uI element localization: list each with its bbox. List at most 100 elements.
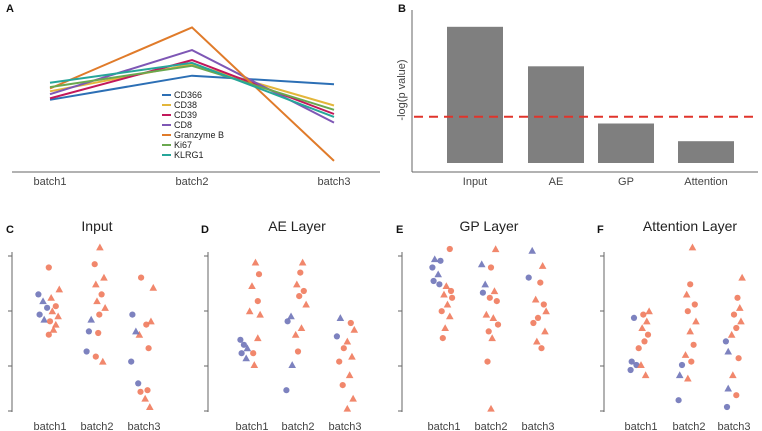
data-point [541,327,549,335]
data-point [490,287,499,295]
data-point [439,335,446,342]
legend-label-3: CD39 [174,110,197,120]
data-point [255,271,263,278]
data-point [489,314,498,321]
legend-label-4: CD8 [174,120,192,130]
data-point [724,384,732,392]
x-tick-label: batch1 [624,421,657,431]
data-point [283,387,290,394]
bar-attention [678,141,734,163]
data-point [243,344,252,352]
data-point [525,274,532,281]
data-point [95,329,102,337]
data-point [46,318,54,325]
data-point [482,310,491,318]
data-point [688,358,695,365]
data-point [727,330,736,338]
data-point [242,354,250,362]
data-point [100,273,108,281]
data-point [348,352,356,360]
panel-b: B -log(p value) Input AE GP Attention [396,3,758,188]
data-point [436,281,443,288]
panel-c-label: C [6,224,14,236]
data-point [52,320,60,328]
data-point [291,330,300,338]
data-point [339,382,346,389]
data-point [691,301,698,308]
data-point [129,311,136,318]
data-point [350,325,359,333]
data-point [528,246,536,254]
data-point [143,321,150,328]
data-point [345,371,354,379]
data-point [538,345,545,352]
data-point [645,307,653,315]
data-point [48,307,57,315]
data-point [440,290,448,298]
data-point [488,334,496,342]
data-point [678,361,686,369]
data-point [687,281,694,288]
data-point [430,277,437,285]
data-point [293,280,301,288]
data-point [36,311,43,318]
data-point [690,341,697,348]
data-point [83,348,90,355]
data-point [644,331,652,338]
data-point [737,317,745,325]
data-point [347,319,354,327]
data-point [429,264,436,271]
data-point [734,294,741,301]
data-point [92,353,99,360]
data-point [298,258,307,266]
data-point [297,324,306,332]
data-point [144,387,151,394]
bar-gp [598,123,654,163]
data-point [39,297,47,305]
panel-b-x-ticks: Input AE GP Attention [463,176,728,188]
data-point [446,312,454,320]
x-tick-label: batch2 [474,421,507,431]
line-series-7 [49,61,335,118]
bar-ae [528,66,584,163]
data-point [486,294,493,301]
x-tick-label: Attention [684,176,727,188]
data-point [91,261,98,268]
data-point [149,283,158,291]
data-point [52,303,59,310]
data-point [538,262,547,269]
data-point [437,257,444,264]
legend-label-7: KLRG1 [174,150,204,160]
data-point [447,287,455,295]
panel-a-lines [49,26,335,162]
panel-a-x-ticks: batch1 batch2 batch3 [33,176,350,188]
data-point [287,312,295,320]
data-point [485,328,492,335]
data-point [446,245,453,253]
data-point [630,314,638,321]
data-point [284,318,291,325]
data-point [675,371,684,379]
data-point [643,317,651,325]
data-point [141,394,149,402]
data-point [640,311,647,318]
data-point [531,295,540,303]
data-point [733,392,740,399]
data-point [692,317,700,325]
x-tick-label: Input [463,176,487,188]
data-point [146,403,154,410]
data-point [47,293,55,301]
data-point [250,361,259,368]
panel-d-label: D [201,224,209,236]
data-point [40,315,48,323]
data-point [237,336,244,343]
data-point [349,394,357,402]
x-tick-label: AE [549,176,564,188]
x-tick-label: batch1 [33,421,66,431]
data-point [248,282,256,290]
data-point [300,287,307,295]
data-point [45,264,52,271]
